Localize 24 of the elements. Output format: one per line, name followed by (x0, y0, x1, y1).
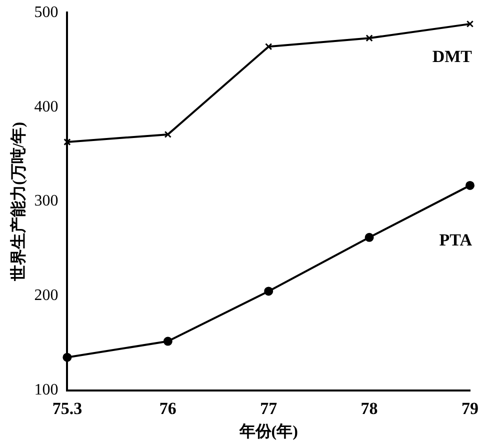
point (64, 138, 71, 146)
point (164, 130, 172, 138)
x-tick-label: 79 (462, 398, 478, 418)
point (265, 43, 272, 50)
series-label: DMT (432, 46, 473, 66)
y-tick-label: 300 (34, 192, 58, 210)
point (466, 180, 474, 190)
point (364, 232, 374, 242)
y-tick-label: 200 (34, 287, 58, 304)
x-tick-label: 75.3 (52, 398, 82, 418)
series-label: PTA (439, 230, 473, 250)
y-tick-label: 400 (34, 98, 58, 116)
point (466, 20, 474, 28)
x-tick-label: 78 (360, 398, 378, 418)
x-tick-label: 76 (159, 398, 176, 418)
point (62, 352, 72, 362)
y-axis-title: 世界生产能力(万吨/年) (10, 122, 28, 282)
y-tick-label: 100 (34, 382, 58, 399)
x-axis-title: 年份(年) (238, 422, 298, 441)
x-tick-label: 77 (260, 398, 278, 418)
point (366, 34, 373, 42)
y-tick-label: 500 (34, 4, 58, 21)
point (264, 286, 274, 296)
point (163, 336, 172, 346)
